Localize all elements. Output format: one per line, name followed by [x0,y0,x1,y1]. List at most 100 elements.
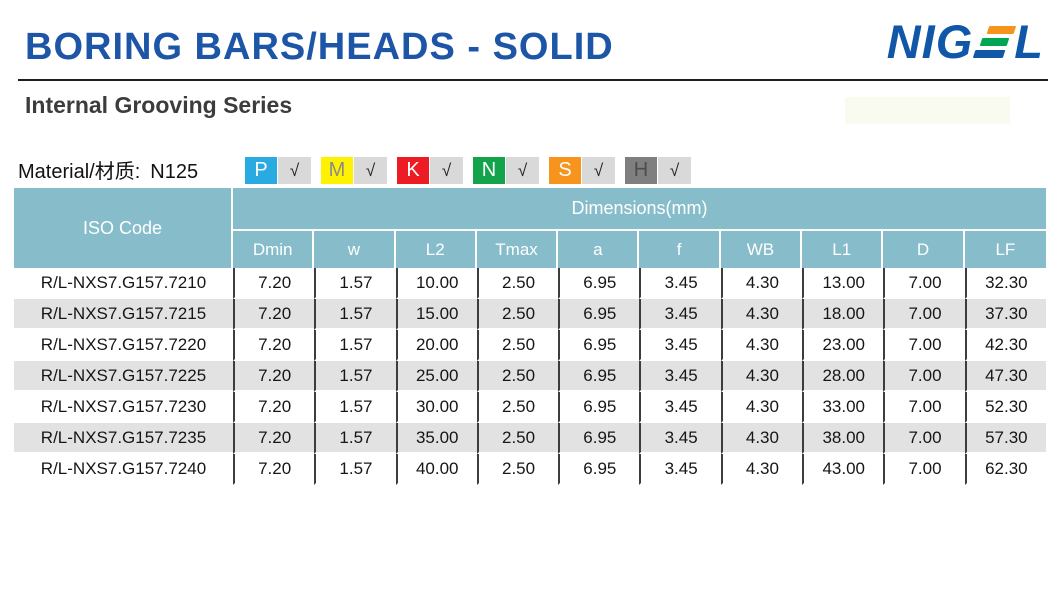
value-cell: 7.20 [233,454,315,485]
value-cell: 1.57 [314,423,396,454]
spec-table: ISO Code Dimensions(mm) Dmin w L2 Tmax a f WB L… [14,188,1047,485]
logo-e-bar-orange [986,26,1017,34]
value-cell: 37.30 [964,299,1047,330]
value-cell: 43.00 [802,454,884,485]
page-title: BORING BARS/HEADS - SOLID [25,26,614,68]
value-cell: 7.20 [233,268,315,299]
value-cell: 13.00 [802,268,884,299]
value-cell: 40.00 [395,454,477,485]
iso-code-cell: R/L-NXS7.G157.7220 [14,330,233,361]
value-cell: 20.00 [395,330,477,361]
value-cell: 57.30 [964,423,1047,454]
grade-badge-K: K [397,157,429,184]
value-cell: 2.50 [476,361,559,392]
value-cell: 6.95 [558,423,640,454]
value-cell: 32.30 [964,268,1047,299]
column-header-LF: LF [964,231,1047,268]
logo-text-l: L [1014,15,1044,68]
column-header-a: a [558,231,640,268]
iso-code-cell: R/L-NXS7.G157.7215 [14,299,233,330]
value-cell: 62.30 [964,454,1047,485]
logo-e-bar-green [979,38,1010,46]
material-label-line: Material/材质: N125 [18,155,198,184]
value-cell: 3.45 [639,361,721,392]
table-row: R/L-NXS7.G157.7220 7.20 1.57 20.00 2.50 6.95 3… [14,330,1047,361]
column-header-Dmin: Dmin [233,231,315,268]
value-cell: 7.20 [233,392,315,423]
nigel-logo: NIG L [887,16,1044,68]
column-header-row: Dmin w L2 Tmax a f WB L1 D LF [14,231,1047,268]
value-cell: 7.00 [883,330,965,361]
value-cell: 1.57 [314,361,396,392]
value-cell: 6.95 [558,392,640,423]
logo-e-icon [973,26,1017,58]
value-cell: 2.50 [476,330,559,361]
value-cell: 23.00 [802,330,884,361]
value-cell: 6.95 [558,299,640,330]
value-cell: 3.45 [639,423,721,454]
value-cell: 6.95 [558,268,640,299]
value-cell: 3.45 [639,392,721,423]
value-cell: 30.00 [395,392,477,423]
value-cell: 1.57 [314,392,396,423]
value-cell: 7.00 [883,268,965,299]
iso-code-cell: R/L-NXS7.G157.7225 [14,361,233,392]
value-cell: 2.50 [476,423,559,454]
value-cell: 2.50 [476,299,559,330]
grade-pair-M: M √ [321,157,387,184]
value-cell: 7.20 [233,299,315,330]
table-row: R/L-NXS7.G157.7210 7.20 1.57 10.00 2.50 6.95 3… [14,268,1047,299]
value-cell: 3.45 [639,330,721,361]
faint-watermark [845,97,1010,124]
grade-badge-N: N [473,157,505,184]
grade-badge-S: S [549,157,581,184]
grade-badge-M: M [321,157,353,184]
value-cell: 42.30 [964,330,1047,361]
grade-checkmark: √ [582,157,615,184]
table-row: R/L-NXS7.G157.7225 7.20 1.57 25.00 2.50 6.95 3… [14,361,1047,392]
value-cell: 10.00 [395,268,477,299]
grade-checkmark: √ [278,157,311,184]
value-cell: 7.00 [883,454,965,485]
table-row: R/L-NXS7.G157.7215 7.20 1.57 15.00 2.50 6.95 3… [14,299,1047,330]
dimensions-header: Dimensions(mm) [233,188,1047,231]
column-header-WB: WB [720,231,803,268]
value-cell: 3.45 [639,454,721,485]
grade-badge-P: P [245,157,277,184]
grade-pair-K: K √ [397,157,463,184]
value-cell: 7.00 [883,299,965,330]
value-cell: 7.00 [883,423,965,454]
table-row: R/L-NXS7.G157.7240 7.20 1.57 40.00 2.50 6.95 3… [14,454,1047,485]
value-cell: 7.20 [233,361,315,392]
value-cell: 4.30 [720,361,803,392]
grade-pair-N: N √ [473,157,539,184]
value-cell: 7.00 [883,392,965,423]
value-cell: 4.30 [720,423,803,454]
column-header-L1: L1 [802,231,884,268]
value-cell: 2.50 [476,268,559,299]
value-cell: 3.45 [639,268,721,299]
value-cell: 1.57 [314,330,396,361]
grade-pair-S: S √ [549,157,615,184]
value-cell: 6.95 [558,330,640,361]
table-row: R/L-NXS7.G157.7235 7.20 1.57 35.00 2.50 6.95 3… [14,423,1047,454]
logo-text-nig: NIG [886,15,974,68]
grade-checkmark: √ [430,157,463,184]
value-cell: 4.30 [720,392,803,423]
value-cell: 38.00 [802,423,884,454]
value-cell: 1.57 [314,268,396,299]
value-cell: 18.00 [802,299,884,330]
value-cell: 52.30 [964,392,1047,423]
iso-code-cell: R/L-NXS7.G157.7210 [14,268,233,299]
grade-checkmark: √ [658,157,691,184]
material-grade-badges: P √ M √ K √ N √ S √ H √ [245,157,701,184]
value-cell: 1.57 [314,299,396,330]
column-header-L2: L2 [395,231,477,268]
material-value: N125 [150,161,199,183]
iso-code-cell: R/L-NXS7.G157.7235 [14,423,233,454]
column-header-D: D [883,231,965,268]
column-header-w: w [314,231,396,268]
column-header-Tmax: Tmax [476,231,559,268]
value-cell: 4.30 [720,299,803,330]
